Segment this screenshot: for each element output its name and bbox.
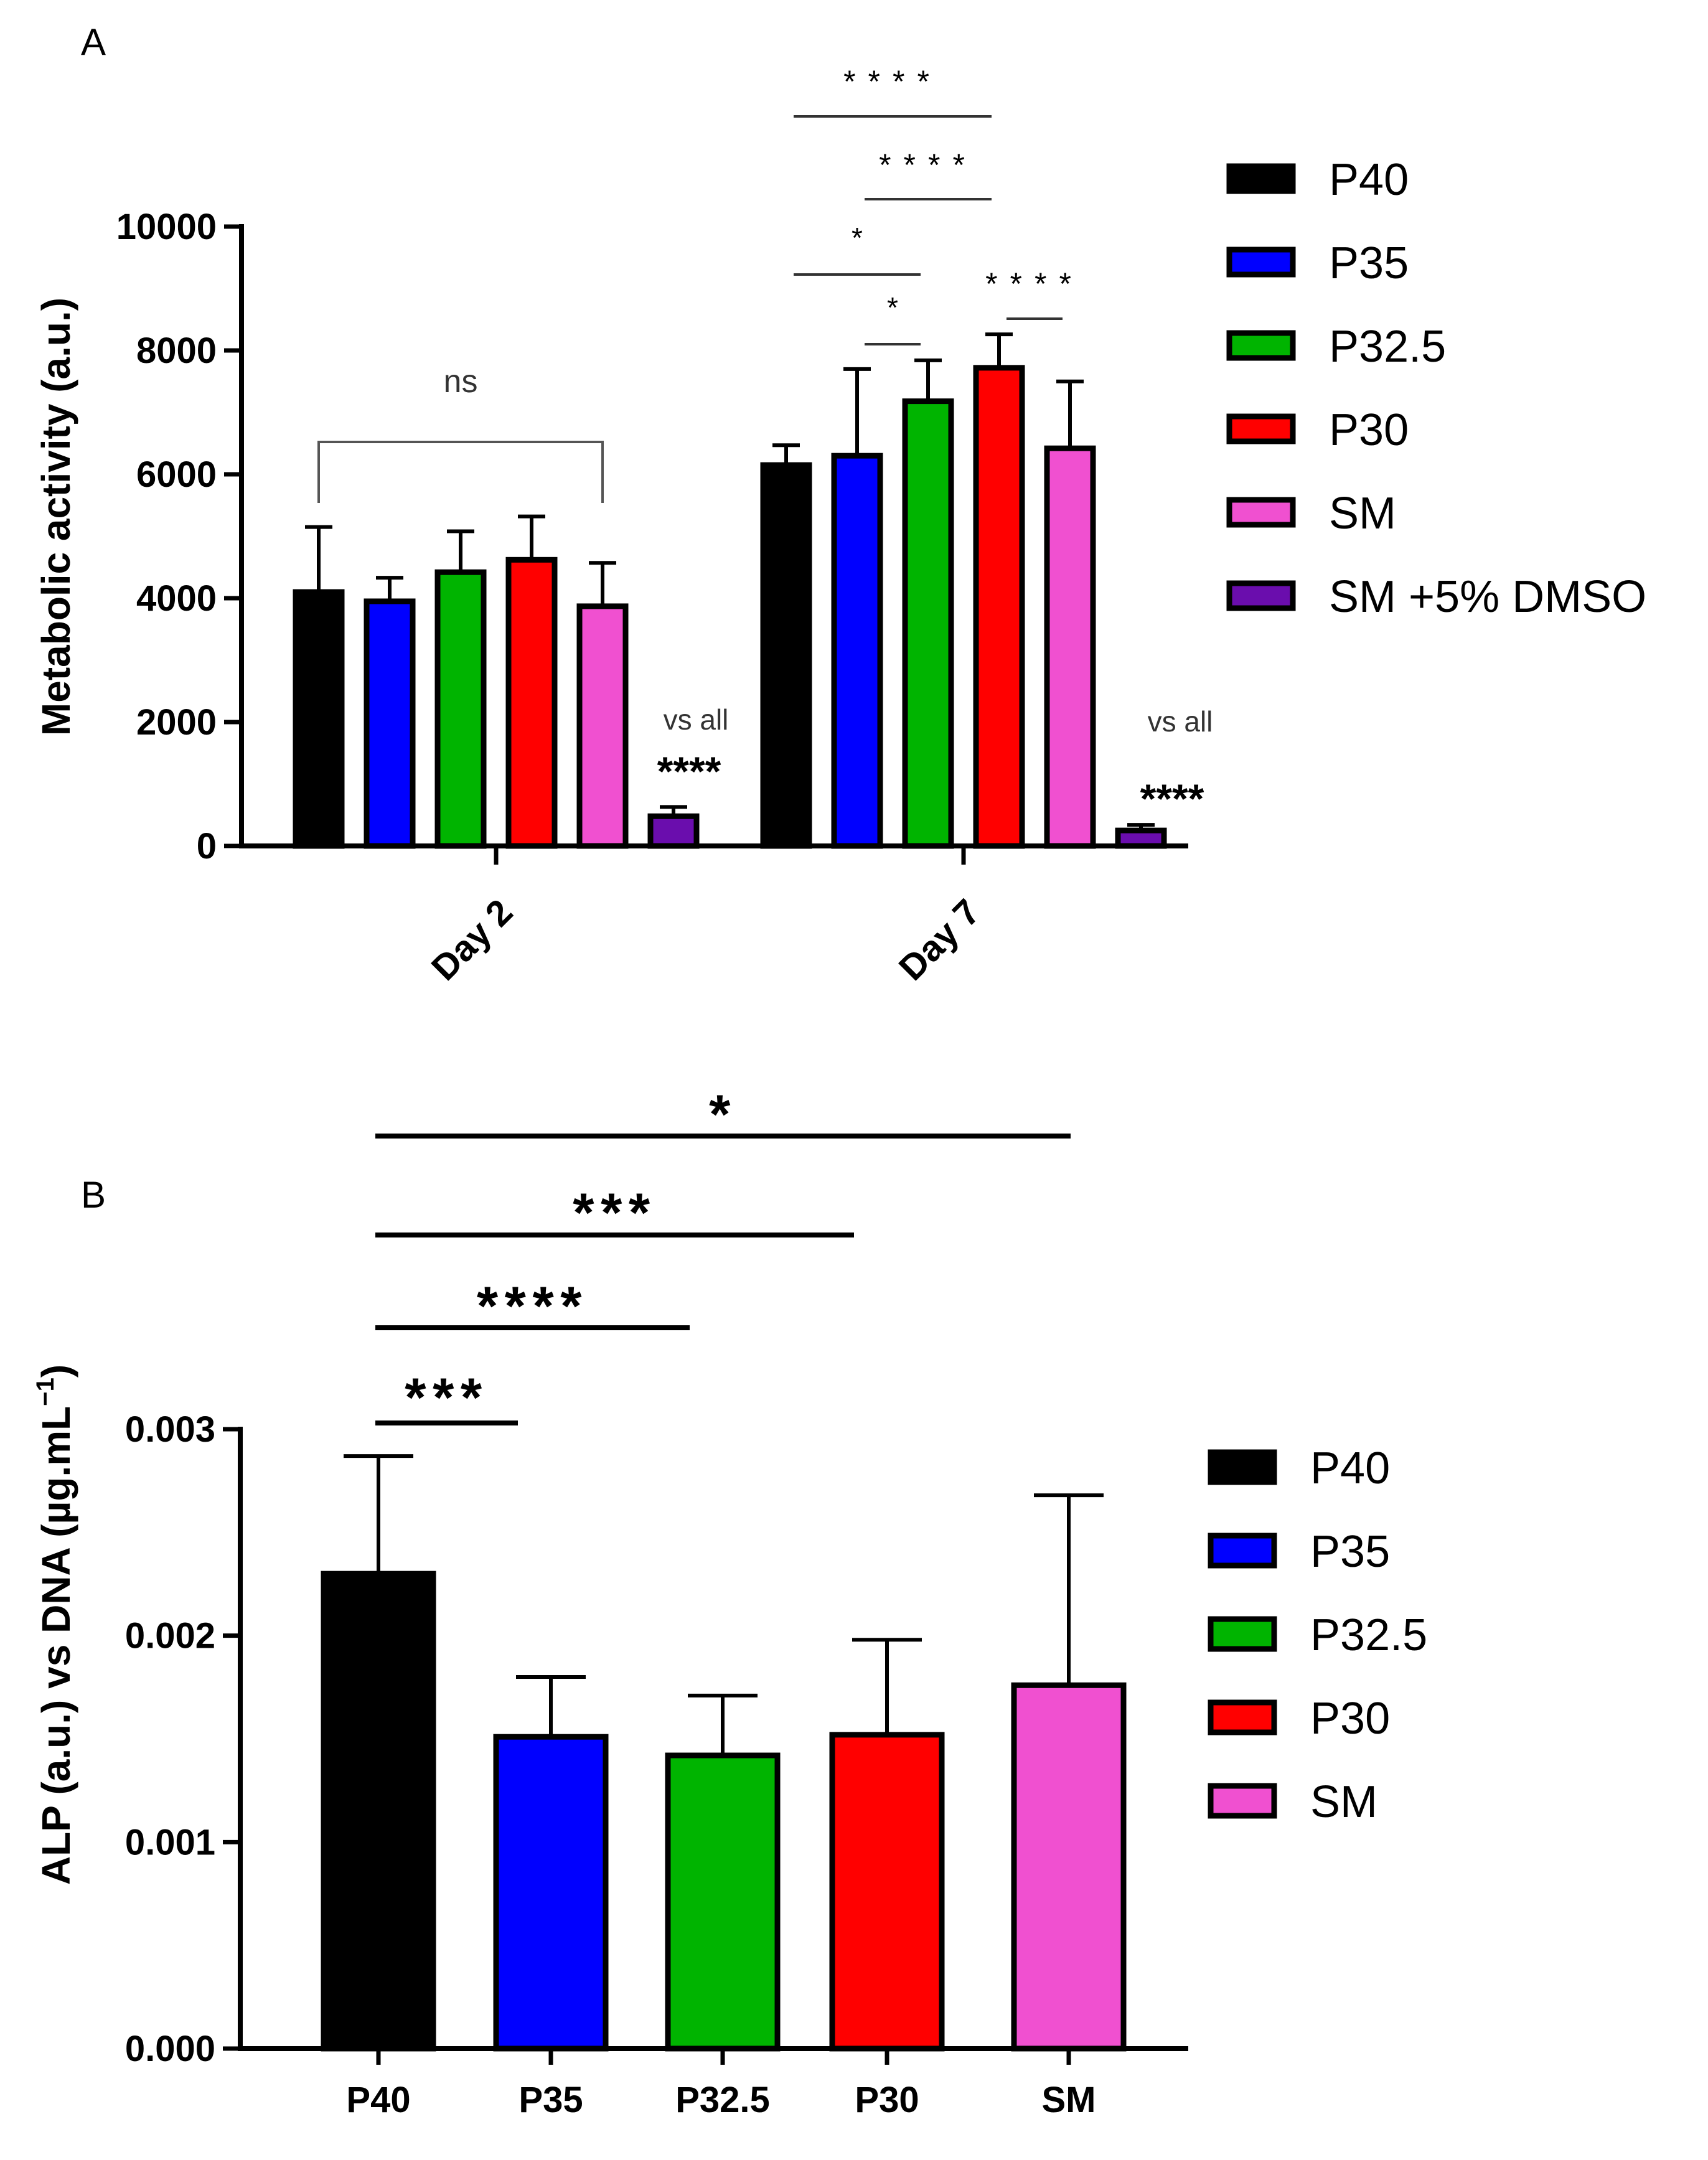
bar-sm-5-dmso-day-7 <box>1115 827 1167 849</box>
dmso-sig-day2: **** <box>657 748 721 794</box>
panel-a-legend: P40 P35 P32.5 P30 SM SM +5% DMSO <box>1226 155 1646 622</box>
legend-swatch <box>1208 1449 1277 1485</box>
bar-sm <box>1011 1682 1127 2052</box>
panel-b: B ALP (a.u.) vs DNA (µg.mL−1) 0.000 0.001… <box>32 1083 1427 2120</box>
comparison-label: * <box>709 1083 737 1145</box>
bar-sm-day-2 <box>576 603 629 849</box>
comparison-label: **** <box>477 1275 588 1336</box>
comparison-label: **** <box>879 148 977 182</box>
bar-p30-day-7 <box>973 365 1025 849</box>
vs-all-note-day7: vs all <box>1148 705 1213 738</box>
bar-p35-day-7 <box>831 453 883 849</box>
panel-a-ytick-label: 6000 <box>136 454 217 495</box>
panel-b-ylabel-main: ALP (a.u.) vs DNA (µg.mL <box>34 1406 78 1885</box>
comparison-label: **** <box>985 266 1084 301</box>
bar-p35 <box>493 1734 609 2052</box>
ns-bracket <box>317 441 604 503</box>
panel-b-ylabel-sup: −1 <box>32 1378 59 1406</box>
panel-b-bars <box>321 1454 1127 2052</box>
legend-label: P40 <box>1310 1444 1390 1493</box>
bar-p32-5-day-7 <box>902 398 954 849</box>
legend-label: SM <box>1329 489 1396 538</box>
legend-label: SM <box>1310 1777 1377 1827</box>
legend-label: P35 <box>1329 238 1409 288</box>
legend-swatch <box>1208 1533 1277 1569</box>
panel-b-xtick-label: SM <box>1042 2080 1096 2120</box>
legend-label: P32.5 <box>1310 1610 1427 1660</box>
bar-p40 <box>321 1571 436 2052</box>
panel-b-ytick-label: 0.003 <box>125 1409 215 1450</box>
ns-label: ns <box>444 364 478 400</box>
legend-swatch <box>1208 1699 1277 1735</box>
panel-a-ylabel: Metabolic activity (a.u.) <box>34 298 78 736</box>
comparison-label: * <box>887 291 898 324</box>
bar-p32-5 <box>665 1752 781 2052</box>
panel-b-xtick-label: P30 <box>855 2080 919 2120</box>
panel-b-label: B <box>81 1174 106 1216</box>
panel-b-xtick-label: P35 <box>518 2080 583 2120</box>
legend-label: P30 <box>1310 1694 1390 1744</box>
dmso-sig-day7: **** <box>1140 776 1204 822</box>
legend-swatch <box>1208 1783 1277 1819</box>
comparison-label: * <box>852 222 863 254</box>
panel-b-annotations: *********** <box>375 1083 1071 1428</box>
bar-p32-5-day-2 <box>434 569 487 849</box>
panel-b-xtick-label: P40 <box>346 2080 410 2120</box>
legend-swatch <box>1226 413 1296 444</box>
bar-p40-day-2 <box>293 589 345 849</box>
comparison-label: **** <box>843 64 942 99</box>
legend-label: P35 <box>1310 1527 1390 1577</box>
panel-b-legend: P40 P35 P32.5 P30 SM <box>1208 1444 1427 1827</box>
legend-swatch <box>1208 1616 1277 1652</box>
bar-p30 <box>829 1732 945 2052</box>
panel-b-ytick-label: 0.002 <box>125 1616 215 1656</box>
legend-label: SM +5% DMSO <box>1329 572 1646 622</box>
bar-p40-day-7 <box>760 462 812 849</box>
panel-a-bars <box>293 332 1167 849</box>
legend-label: P30 <box>1329 405 1409 455</box>
comparison-label: *** <box>405 1366 488 1428</box>
bar-p30-day-2 <box>505 556 558 849</box>
panel-a-xtick-label: Day 2 <box>424 891 520 988</box>
panel-a-ytick-label: 0 <box>197 826 217 866</box>
panel-a-ytick-label: 8000 <box>136 331 217 371</box>
legend-swatch <box>1226 163 1296 194</box>
bar-sm-day-7 <box>1044 445 1096 849</box>
panel-b-ytick-label: 0.001 <box>125 1822 215 1862</box>
vs-all-note-day2: vs all <box>664 703 729 736</box>
panel-a: A Metabolic activity (a.u.) 0 2000 4000 600… <box>34 21 1646 988</box>
legend-swatch <box>1226 580 1296 611</box>
panel-a-xtick-label: Day 7 <box>891 891 988 988</box>
comparison-label: *** <box>573 1181 656 1243</box>
panel-a-label: A <box>81 21 106 63</box>
panel-a-axes: 0 2000 4000 6000 8000 10000 Day 2 Day 7 <box>116 207 1188 988</box>
legend-label: P32.5 <box>1329 322 1446 372</box>
panel-b-ytick-label: 0.000 <box>125 2029 215 2069</box>
panel-a-ytick-label: 2000 <box>136 702 217 743</box>
legend-label: P40 <box>1329 155 1409 205</box>
bar-p35-day-2 <box>364 598 416 849</box>
legend-swatch <box>1226 247 1296 278</box>
panel-b-ylabel-close: ) <box>34 1364 78 1378</box>
bar-sm-5-dmso-day-2 <box>647 813 700 849</box>
panel-b-ylabel: ALP (a.u.) vs DNA (µg.mL−1) <box>32 1364 78 1885</box>
panel-a-ytick-label: 10000 <box>116 207 217 247</box>
legend-swatch <box>1226 330 1296 361</box>
panel-b-xtick-label: P32.5 <box>675 2080 770 2120</box>
legend-swatch <box>1226 497 1296 528</box>
panel-a-ytick-label: 4000 <box>136 578 217 619</box>
